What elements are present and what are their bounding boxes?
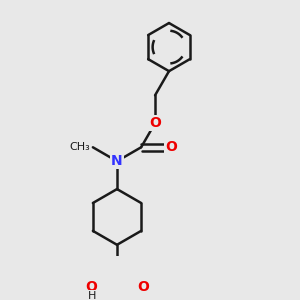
Text: N: N [111, 154, 123, 168]
Text: CH₃: CH₃ [70, 142, 90, 152]
Text: O: O [165, 140, 177, 154]
Text: O: O [137, 280, 149, 294]
Text: H: H [87, 291, 96, 300]
Text: O: O [149, 116, 161, 130]
Text: O: O [86, 280, 98, 294]
